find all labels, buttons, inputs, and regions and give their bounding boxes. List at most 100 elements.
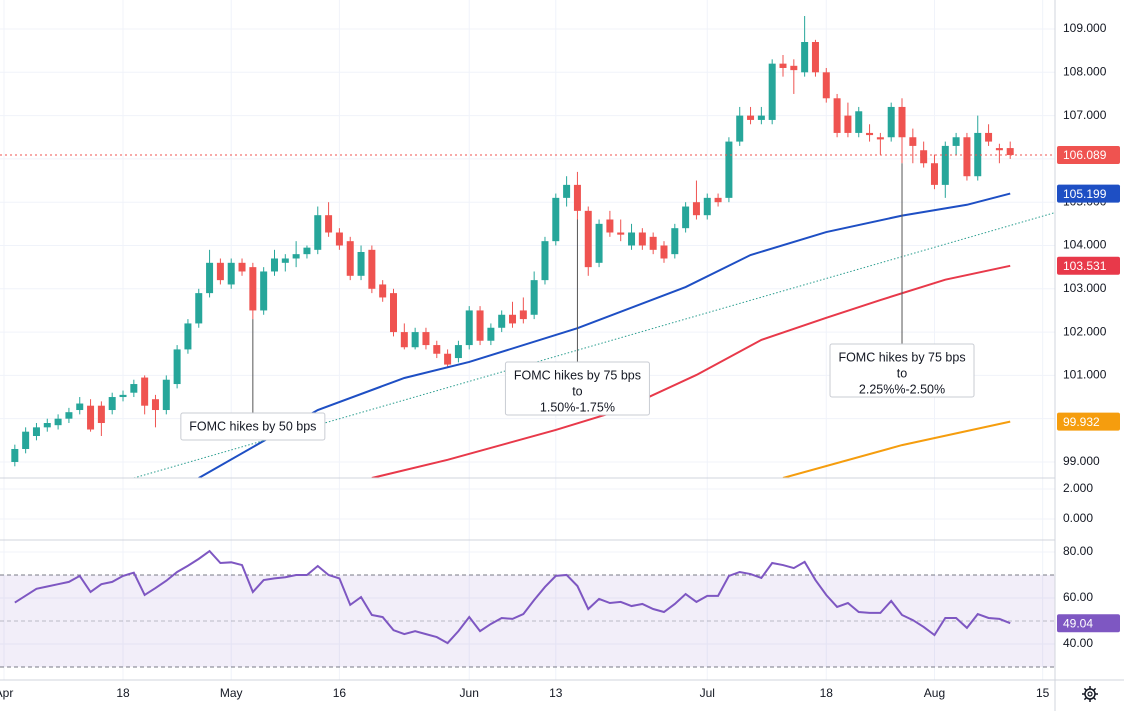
candle-body bbox=[509, 314, 517, 324]
candle-body bbox=[660, 245, 668, 259]
candle-body bbox=[325, 215, 333, 233]
price-badge bbox=[1057, 146, 1120, 165]
x-tick-label: 13 bbox=[549, 686, 563, 700]
candle-body bbox=[11, 448, 19, 462]
candle-body bbox=[476, 310, 484, 341]
candle-body bbox=[411, 332, 419, 348]
candle-body bbox=[747, 115, 755, 120]
candle-body bbox=[379, 284, 387, 298]
y-tick-label: 80.00 bbox=[1063, 544, 1093, 558]
candle-body bbox=[822, 72, 830, 99]
candle-body bbox=[887, 106, 895, 138]
candle-body bbox=[790, 65, 798, 71]
y-tick-label: 103.000 bbox=[1063, 281, 1107, 295]
candle-body bbox=[876, 137, 884, 140]
annotation-box bbox=[180, 412, 326, 441]
candle-body bbox=[519, 310, 527, 320]
moving-average bbox=[198, 192, 1011, 478]
candle-body bbox=[714, 197, 722, 203]
annotation-text: 2.25%%-2.50% bbox=[859, 382, 945, 396]
y-tick-label: 99.000 bbox=[1063, 454, 1100, 468]
candle-body bbox=[206, 262, 214, 294]
price-pane bbox=[0, 16, 1055, 478]
price-badge bbox=[1057, 614, 1120, 633]
price-badge-label: 105.199 bbox=[1063, 187, 1107, 201]
candle-body bbox=[238, 262, 246, 272]
candle-body bbox=[909, 137, 917, 146]
candle-body bbox=[649, 236, 657, 250]
annotation-text: FOMC hikes by 75 bps bbox=[514, 368, 641, 382]
y-tick-label: 108.000 bbox=[1063, 64, 1107, 78]
annotation-box bbox=[829, 343, 975, 398]
annotations: FOMC hikes by 50 bps FOMC hikes by 75 bps… bbox=[180, 163, 975, 441]
settings-icon[interactable] bbox=[1082, 686, 1098, 702]
annotation-text: to bbox=[572, 384, 582, 398]
candle-body bbox=[43, 423, 51, 428]
y-tick-label: 109.000 bbox=[1063, 21, 1107, 35]
candle-body bbox=[335, 232, 343, 246]
rsi-line bbox=[14, 549, 1011, 645]
x-tick-label: Jun bbox=[460, 686, 479, 700]
candle-body bbox=[725, 141, 733, 198]
candle-body bbox=[422, 332, 430, 346]
candle-body bbox=[757, 115, 765, 120]
candle-body bbox=[357, 251, 365, 276]
candle-body bbox=[151, 399, 159, 411]
candle-body bbox=[346, 241, 354, 276]
candle-body bbox=[195, 293, 203, 324]
candle-body bbox=[390, 293, 398, 333]
y-tick-label: 107.000 bbox=[1063, 108, 1107, 122]
annotation-text: FOMC hikes by 75 bps bbox=[838, 350, 965, 364]
candle-body bbox=[32, 427, 40, 437]
candle-body bbox=[87, 405, 95, 430]
moving-average bbox=[782, 420, 1011, 478]
candle-body bbox=[930, 163, 938, 185]
candle-body bbox=[995, 148, 1003, 151]
annotation-text: FOMC hikes by 50 bps bbox=[189, 419, 316, 433]
axes: Apr18May16Jun13Jul18Aug1599.000100.00010… bbox=[0, 21, 1120, 700]
x-tick-label: Jul bbox=[700, 686, 715, 700]
y-tick-label: 104.000 bbox=[1063, 238, 1107, 252]
candle-body bbox=[1006, 148, 1014, 156]
candle-body bbox=[617, 232, 625, 235]
candle-body bbox=[249, 267, 257, 311]
candle-body bbox=[952, 137, 960, 146]
candle-body bbox=[855, 111, 863, 133]
candle-body bbox=[573, 184, 581, 211]
x-tick-label: 18 bbox=[116, 686, 130, 700]
candle-body bbox=[119, 394, 127, 398]
candle-body bbox=[628, 232, 636, 246]
y-tick-label: 101.000 bbox=[1063, 368, 1107, 382]
y-tick-label: 60.00 bbox=[1063, 590, 1093, 604]
candle-body bbox=[303, 247, 311, 255]
candle-body bbox=[22, 431, 30, 449]
candle-body bbox=[963, 137, 971, 177]
x-tick-label: Aug bbox=[924, 686, 945, 700]
candle-body bbox=[801, 41, 809, 73]
x-tick-label: 18 bbox=[820, 686, 834, 700]
candle-body bbox=[76, 403, 84, 411]
candle-body bbox=[97, 405, 105, 424]
candle-body bbox=[563, 184, 571, 198]
candle-body bbox=[779, 63, 787, 68]
candle-body bbox=[811, 41, 819, 73]
candle-body bbox=[736, 115, 744, 142]
candle-body bbox=[606, 219, 614, 233]
candle-body bbox=[270, 258, 278, 272]
candle-body bbox=[454, 345, 462, 359]
candle-body bbox=[671, 228, 679, 255]
candle-body bbox=[866, 132, 874, 136]
candle-body bbox=[703, 197, 711, 216]
annotation-text: to bbox=[897, 366, 907, 380]
candle-body bbox=[498, 314, 506, 328]
candle-body bbox=[465, 310, 473, 346]
candle-body bbox=[184, 323, 192, 350]
price-badge bbox=[1057, 412, 1120, 431]
y-tick-label: 0.000 bbox=[1063, 511, 1093, 525]
candle-body bbox=[985, 132, 993, 142]
candle-body bbox=[768, 63, 776, 120]
rsi-pane bbox=[0, 549, 1055, 668]
price-badge bbox=[1057, 184, 1120, 203]
candle-body bbox=[898, 106, 906, 138]
